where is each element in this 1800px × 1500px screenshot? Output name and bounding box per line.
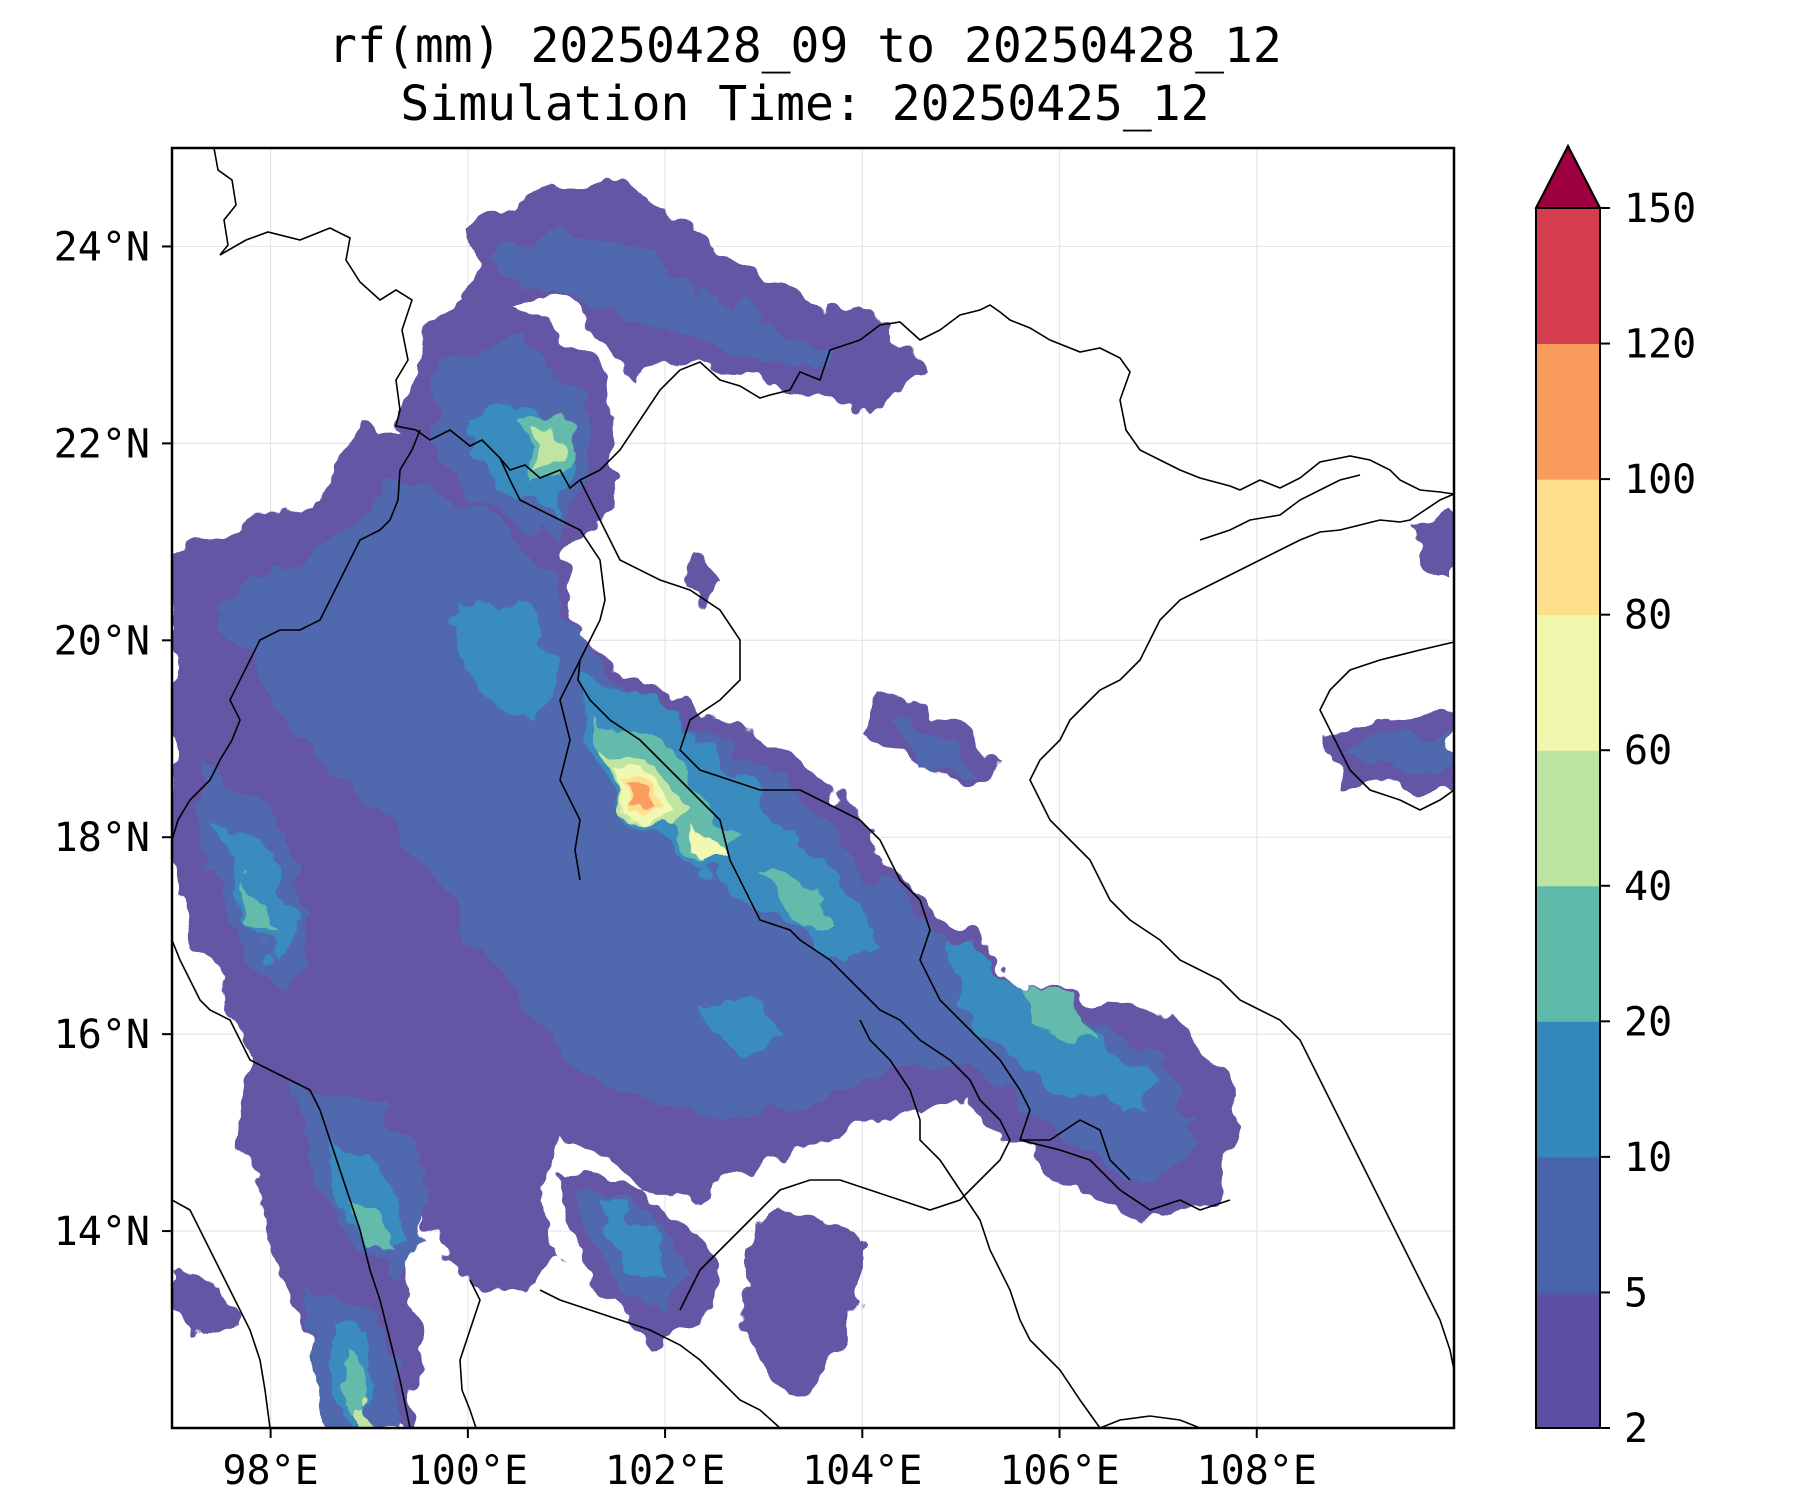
colorbar-tick-label: 60 bbox=[1624, 728, 1672, 774]
colorbar-tick-label: 100 bbox=[1624, 457, 1696, 503]
colorbar: 2 5 10 20 40 60 80 100 120 150 bbox=[1534, 143, 1696, 1452]
map-frame bbox=[170, 146, 1456, 1430]
colorbar-band bbox=[1536, 1156, 1600, 1293]
country-borders bbox=[172, 148, 1454, 1428]
colorbar-tick-label: 10 bbox=[1624, 1135, 1672, 1181]
colorbar-band bbox=[1536, 750, 1600, 887]
colorbar-tick-label: 40 bbox=[1624, 864, 1672, 910]
lat-tick-label: 18°N bbox=[54, 815, 150, 861]
lon-tick-label: 108°E bbox=[1197, 1448, 1317, 1494]
lat-tick-label: 20°N bbox=[54, 618, 150, 664]
colorbar-tick-label: 2 bbox=[1624, 1406, 1648, 1452]
longitude-axis: 98°E 100°E 102°E 104°E 106°E 108°E bbox=[222, 1428, 1317, 1494]
colorbar-band bbox=[1536, 208, 1600, 345]
colorbar-band bbox=[1536, 885, 1600, 1022]
lat-tick-label: 22°N bbox=[54, 421, 150, 467]
map-subtitle: Simulation Time: 20250425_12 bbox=[400, 76, 1210, 132]
colorbar-tick-label: 80 bbox=[1624, 593, 1672, 639]
rain-level-100-120 bbox=[630, 788, 645, 803]
lat-tick-label: 14°N bbox=[54, 1209, 150, 1255]
lon-tick-label: 104°E bbox=[802, 1448, 922, 1494]
lon-tick-label: 98°E bbox=[222, 1448, 318, 1494]
lon-tick-label: 106°E bbox=[999, 1448, 1119, 1494]
colorbar-band bbox=[1536, 343, 1600, 480]
lat-tick-label: 24°N bbox=[54, 224, 150, 270]
colorbar-band bbox=[1536, 479, 1600, 616]
colorbar-extend-arrow bbox=[1534, 143, 1602, 209]
lon-tick-label: 100°E bbox=[408, 1448, 528, 1494]
coastline bbox=[172, 474, 1454, 1428]
colorbar-tick-label: 150 bbox=[1624, 186, 1696, 232]
colorbar-tick-label: 20 bbox=[1624, 999, 1672, 1045]
latitude-axis: 24°N 22°N 20°N 18°N 16°N 14°N bbox=[54, 224, 172, 1255]
lon-tick-label: 102°E bbox=[605, 1448, 725, 1494]
colorbar-outline bbox=[1535, 143, 1601, 1429]
lat-tick-label: 16°N bbox=[54, 1012, 150, 1058]
colorbar-band bbox=[1536, 614, 1600, 751]
map-title: rf(mm) 20250428_09 to 20250428_12 bbox=[328, 18, 1282, 74]
colorbar-tick-label: 5 bbox=[1624, 1270, 1648, 1316]
colorbar-tick-label: 120 bbox=[1624, 322, 1696, 368]
rainfall-field bbox=[172, 180, 1454, 1428]
colorbar-band bbox=[1536, 1021, 1600, 1158]
colorbar-band bbox=[1536, 1292, 1600, 1429]
